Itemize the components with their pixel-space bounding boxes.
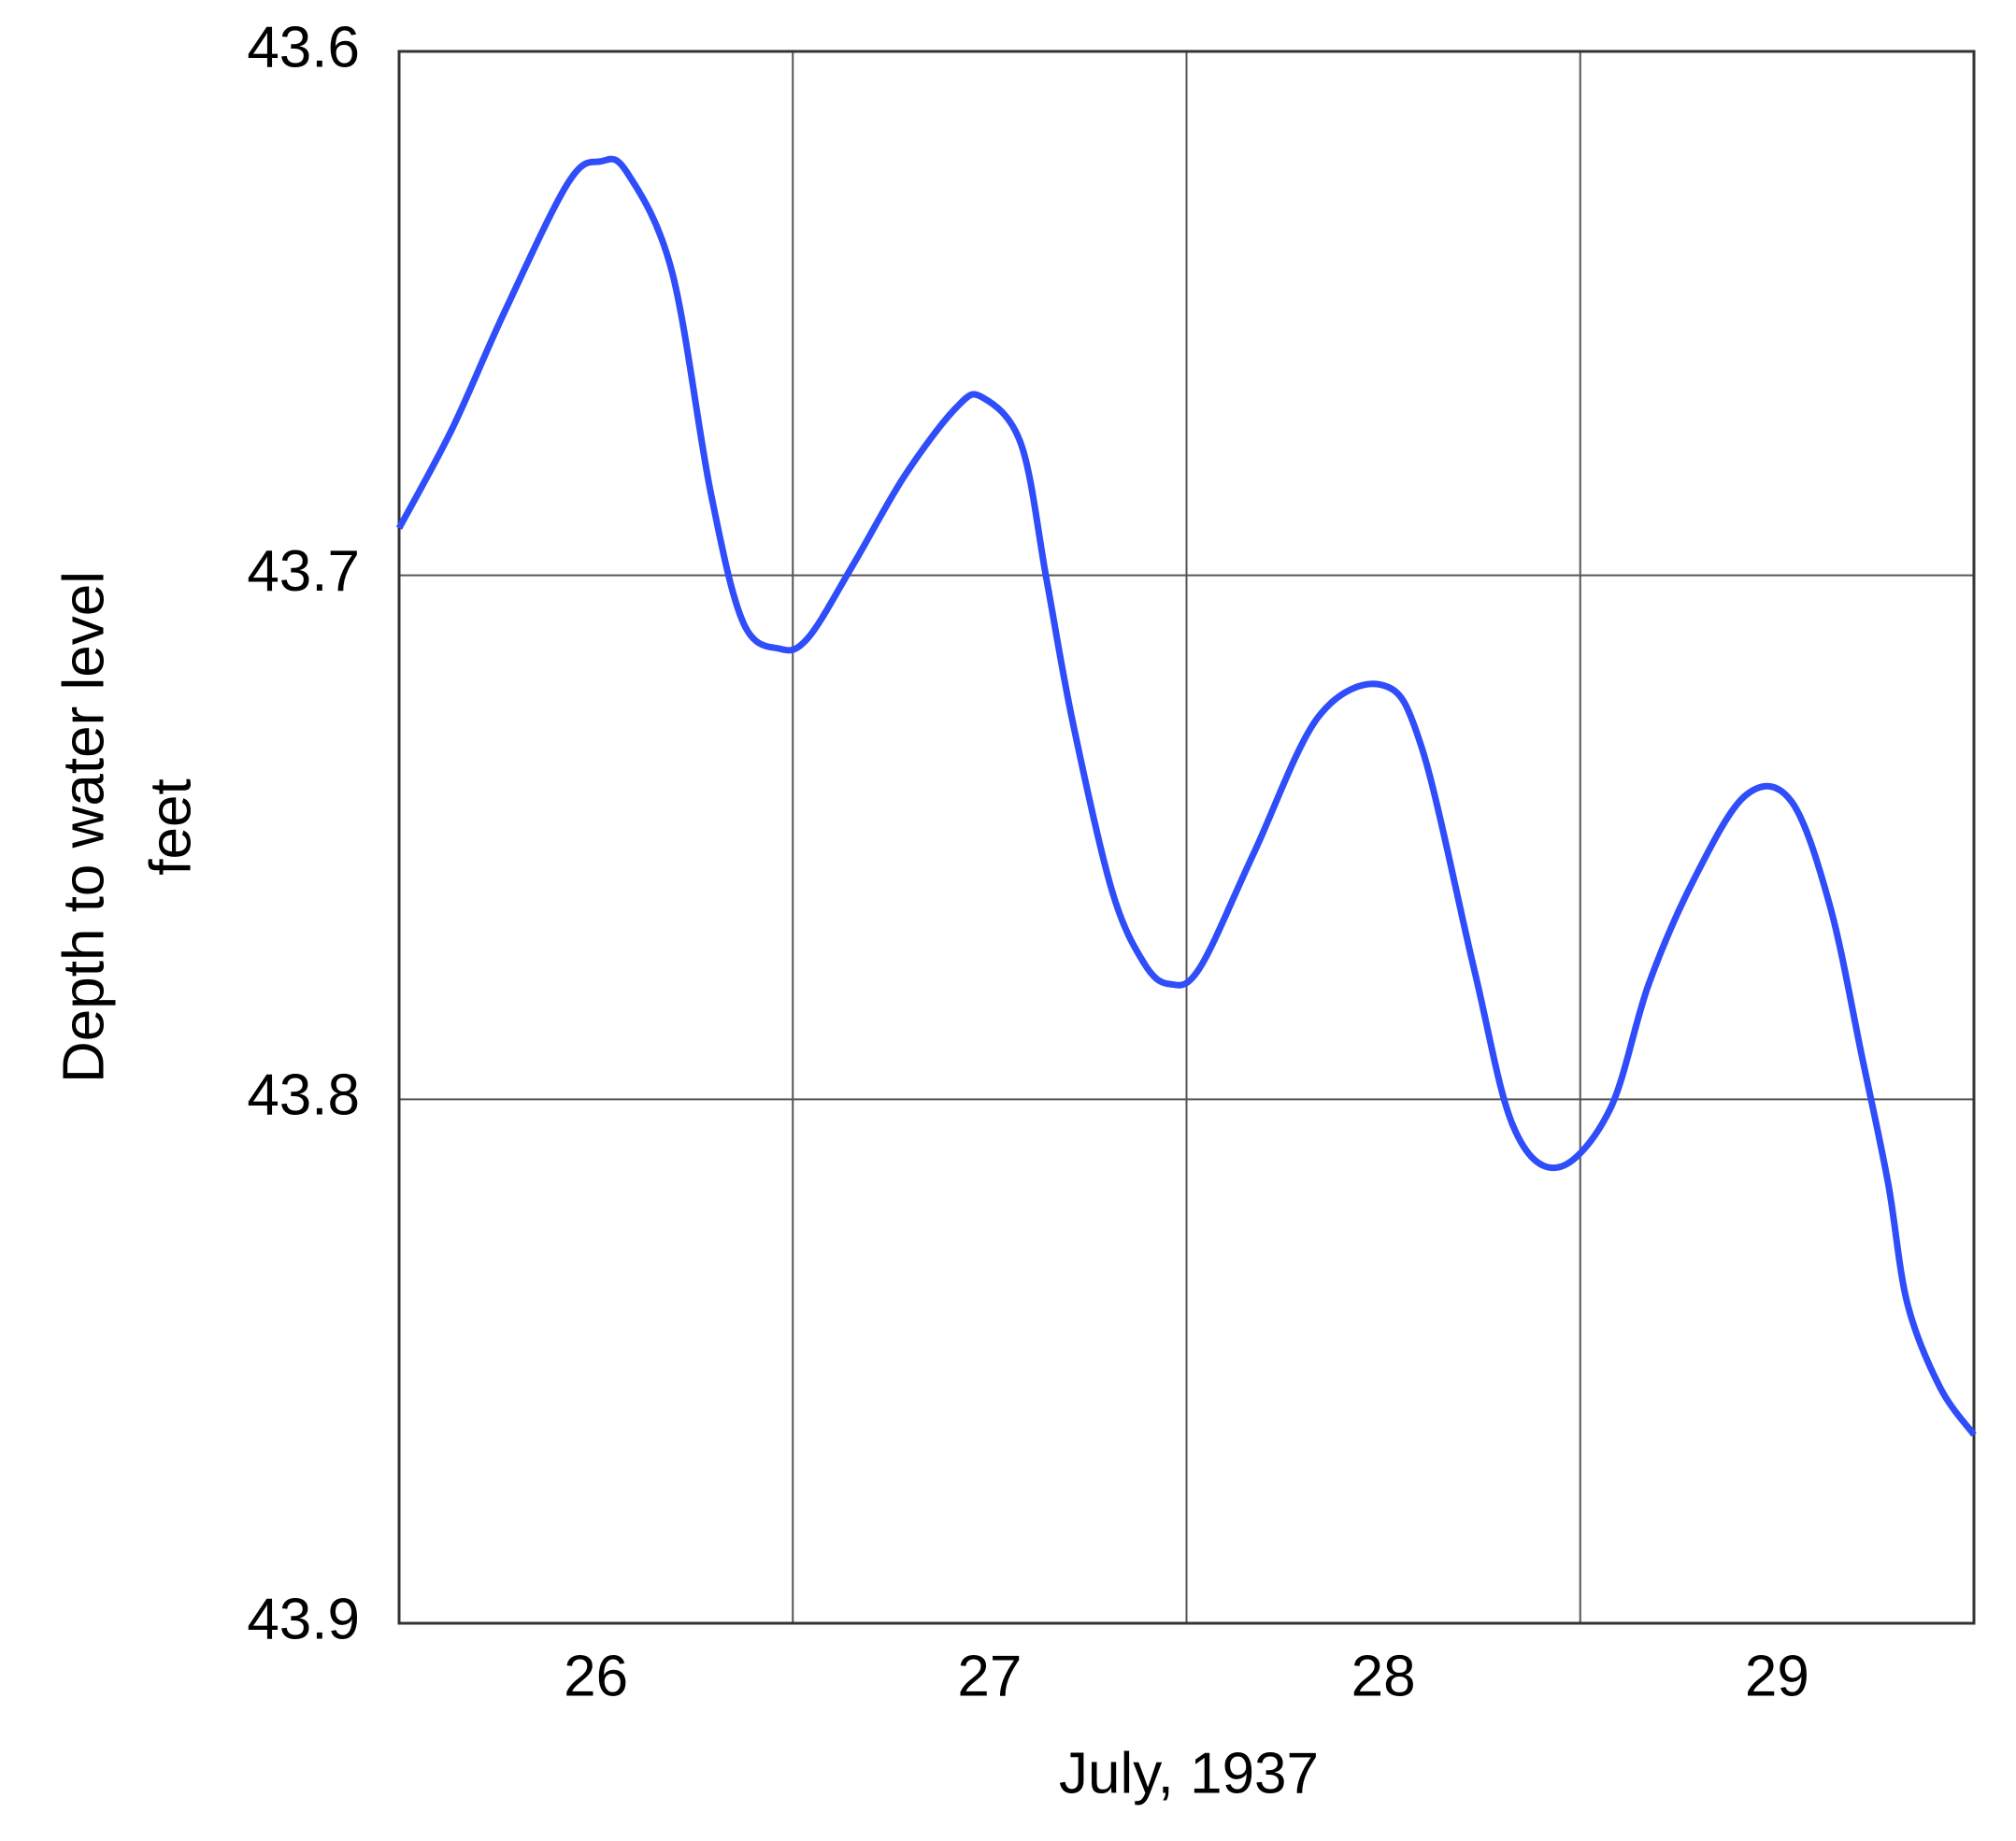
y-tick-label: 43.8: [247, 1063, 360, 1128]
x-tick-label: 27: [957, 1644, 1022, 1708]
y-tick-label: 43.7: [247, 539, 360, 604]
x-axis-label: July, 1937: [1059, 1741, 1319, 1805]
data-line: [395, 155, 1977, 1437]
x-tick-label: 26: [564, 1644, 628, 1708]
y-tick-label: 43.6: [247, 15, 360, 79]
y-tick-label: 43.9: [247, 1587, 360, 1651]
y-axis-label: Depth to water level: [51, 571, 116, 1083]
x-tick-label: 28: [1351, 1644, 1416, 1708]
x-tick-label: 29: [1745, 1644, 1809, 1708]
y-axis-label: feet: [138, 778, 203, 875]
plot-frame: [397, 50, 1976, 1625]
